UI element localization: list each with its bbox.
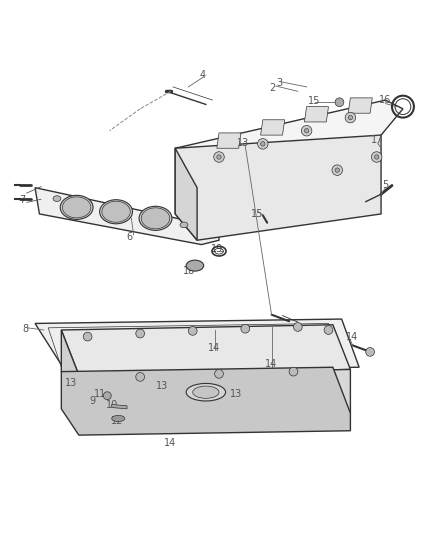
Ellipse shape	[139, 206, 172, 230]
Polygon shape	[175, 135, 381, 240]
Text: 17: 17	[371, 135, 383, 145]
Polygon shape	[304, 107, 328, 122]
Text: 13: 13	[230, 390, 243, 399]
Circle shape	[188, 327, 197, 335]
Text: 14: 14	[164, 438, 176, 448]
Polygon shape	[217, 133, 241, 148]
Polygon shape	[61, 367, 350, 435]
Text: 13: 13	[237, 138, 249, 148]
Text: 12: 12	[111, 416, 124, 426]
Text: 7: 7	[19, 196, 25, 205]
Polygon shape	[79, 369, 350, 418]
Text: 14: 14	[208, 343, 220, 352]
Circle shape	[293, 322, 302, 332]
Circle shape	[258, 139, 268, 149]
Text: 15: 15	[251, 208, 264, 219]
Ellipse shape	[112, 415, 125, 422]
Circle shape	[332, 165, 343, 175]
Text: 4: 4	[199, 70, 205, 80]
Text: 18: 18	[183, 266, 195, 276]
Polygon shape	[261, 120, 285, 135]
Circle shape	[348, 115, 353, 120]
Text: 9: 9	[90, 397, 96, 406]
Circle shape	[345, 112, 356, 123]
Text: 5: 5	[382, 180, 389, 190]
Text: 19: 19	[211, 244, 223, 254]
Ellipse shape	[102, 201, 131, 222]
Ellipse shape	[53, 196, 61, 201]
Polygon shape	[112, 405, 127, 409]
Text: 16: 16	[379, 95, 392, 105]
Circle shape	[335, 98, 344, 107]
Polygon shape	[175, 148, 197, 240]
Polygon shape	[61, 330, 79, 418]
Circle shape	[103, 392, 111, 400]
Ellipse shape	[141, 208, 170, 229]
Text: 15: 15	[308, 96, 321, 106]
Polygon shape	[35, 188, 219, 245]
Polygon shape	[348, 98, 372, 113]
Polygon shape	[35, 319, 359, 372]
Text: 3: 3	[276, 77, 283, 87]
Polygon shape	[61, 325, 350, 375]
Text: 14: 14	[265, 359, 277, 369]
Ellipse shape	[100, 200, 132, 224]
Circle shape	[215, 369, 223, 378]
Text: 6: 6	[126, 232, 132, 242]
Text: 8: 8	[22, 324, 28, 334]
Circle shape	[289, 367, 298, 376]
Text: 11: 11	[94, 389, 106, 399]
Circle shape	[261, 142, 265, 146]
Circle shape	[301, 125, 312, 136]
Circle shape	[241, 324, 250, 333]
Circle shape	[324, 326, 333, 334]
Text: 14: 14	[346, 332, 358, 342]
Circle shape	[371, 152, 382, 162]
Text: 13: 13	[156, 381, 168, 391]
Circle shape	[217, 155, 221, 159]
Text: 10: 10	[106, 400, 119, 410]
Circle shape	[136, 373, 145, 381]
Ellipse shape	[62, 197, 91, 218]
Circle shape	[136, 329, 145, 338]
Polygon shape	[175, 100, 403, 188]
Circle shape	[335, 168, 339, 172]
Circle shape	[304, 128, 309, 133]
Circle shape	[374, 155, 379, 159]
Ellipse shape	[60, 195, 93, 220]
Ellipse shape	[180, 222, 188, 228]
Ellipse shape	[186, 260, 204, 271]
Ellipse shape	[186, 383, 226, 401]
Text: 13: 13	[65, 378, 78, 389]
Circle shape	[83, 332, 92, 341]
Circle shape	[366, 348, 374, 356]
Circle shape	[214, 152, 224, 162]
Text: 2: 2	[269, 83, 276, 93]
Ellipse shape	[193, 386, 219, 398]
